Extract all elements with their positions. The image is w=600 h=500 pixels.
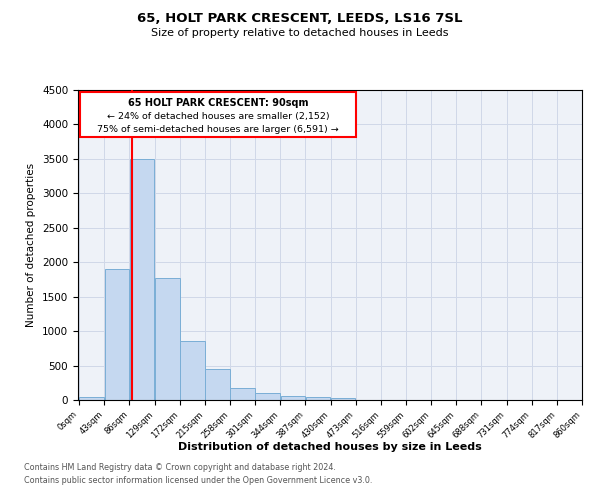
Bar (305, 396, 331, 400)
Text: ← 24% of detached houses are smaller (2,152): ← 24% of detached houses are smaller (2,… (107, 112, 329, 121)
Text: Contains public sector information licensed under the Open Government Licence v3: Contains public sector information licen… (24, 476, 373, 485)
Bar (79, 396, 104, 400)
Text: 75% of semi-detached houses are larger (6,591) →: 75% of semi-detached houses are larger (… (97, 125, 339, 134)
Bar (205, 369, 230, 400)
FancyBboxPatch shape (80, 92, 356, 137)
Text: 65, HOLT PARK CRESCENT, LEEDS, LS16 7SL: 65, HOLT PARK CRESCENT, LEEDS, LS16 7SL (137, 12, 463, 26)
Bar (230, 388, 255, 400)
Text: Contains HM Land Registry data © Crown copyright and database right 2024.: Contains HM Land Registry data © Crown c… (24, 464, 336, 472)
Bar (180, 342, 205, 400)
Bar (155, 278, 179, 400)
Y-axis label: Number of detached properties: Number of detached properties (26, 163, 37, 327)
Bar (104, 269, 129, 400)
Text: Distribution of detached houses by size in Leeds: Distribution of detached houses by size … (178, 442, 482, 452)
Bar (331, 398, 355, 400)
Bar (130, 159, 154, 400)
Bar (281, 396, 305, 400)
Text: 65 HOLT PARK CRESCENT: 90sqm: 65 HOLT PARK CRESCENT: 90sqm (128, 98, 308, 108)
Text: Size of property relative to detached houses in Leeds: Size of property relative to detached ho… (151, 28, 449, 38)
Bar (256, 393, 280, 400)
